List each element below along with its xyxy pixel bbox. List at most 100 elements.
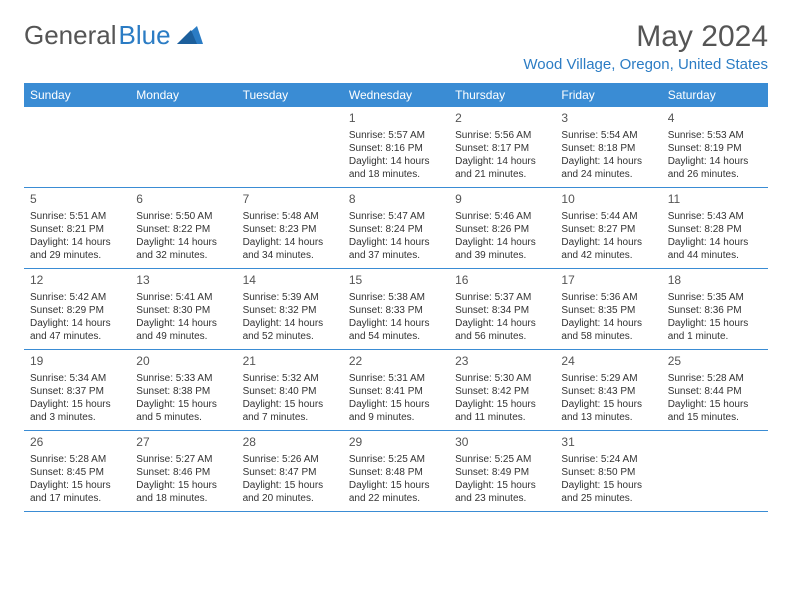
day-info-line: and 37 minutes.	[349, 249, 443, 262]
day-info-line: and 11 minutes.	[455, 411, 549, 424]
day-number: 13	[136, 273, 230, 289]
day-number: 20	[136, 354, 230, 370]
week-row: 5Sunrise: 5:51 AMSunset: 8:21 PMDaylight…	[24, 188, 768, 269]
day-info-line: Sunrise: 5:32 AM	[243, 372, 337, 385]
day-info-line: Sunset: 8:32 PM	[243, 304, 337, 317]
day-number: 24	[561, 354, 655, 370]
day-number: 4	[668, 111, 762, 127]
day-info-line: Sunrise: 5:48 AM	[243, 210, 337, 223]
day-header-cell: Tuesday	[237, 83, 343, 107]
day-cell: 23Sunrise: 5:30 AMSunset: 8:42 PMDayligh…	[449, 350, 555, 430]
day-info-line: Daylight: 14 hours	[136, 317, 230, 330]
day-cell: 18Sunrise: 5:35 AMSunset: 8:36 PMDayligh…	[662, 269, 768, 349]
day-info-line: Sunset: 8:41 PM	[349, 385, 443, 398]
week-row: 19Sunrise: 5:34 AMSunset: 8:37 PMDayligh…	[24, 350, 768, 431]
day-info-line: Daylight: 14 hours	[668, 155, 762, 168]
day-info-line: Sunset: 8:43 PM	[561, 385, 655, 398]
day-info-line: Daylight: 14 hours	[349, 155, 443, 168]
header: GeneralBlue May 2024 Wood Village, Orego…	[24, 20, 768, 73]
day-info-line: Sunset: 8:23 PM	[243, 223, 337, 236]
day-info-line: Sunrise: 5:44 AM	[561, 210, 655, 223]
day-number: 11	[668, 192, 762, 208]
day-info-line: Sunset: 8:19 PM	[668, 142, 762, 155]
day-info-line: Sunset: 8:29 PM	[30, 304, 124, 317]
day-info-line: Sunrise: 5:54 AM	[561, 129, 655, 142]
day-info-line: Daylight: 14 hours	[455, 236, 549, 249]
day-info-line: and 56 minutes.	[455, 330, 549, 343]
week-row: 12Sunrise: 5:42 AMSunset: 8:29 PMDayligh…	[24, 269, 768, 350]
day-info-line: Sunset: 8:49 PM	[455, 466, 549, 479]
day-info-line: and 3 minutes.	[30, 411, 124, 424]
day-info-line: Sunrise: 5:43 AM	[668, 210, 762, 223]
day-info-line: Daylight: 15 hours	[455, 479, 549, 492]
day-cell	[662, 431, 768, 511]
day-header-cell: Monday	[130, 83, 236, 107]
day-info-line: Sunrise: 5:53 AM	[668, 129, 762, 142]
day-info-line: Daylight: 15 hours	[30, 479, 124, 492]
day-cell: 16Sunrise: 5:37 AMSunset: 8:34 PMDayligh…	[449, 269, 555, 349]
day-info-line: Daylight: 14 hours	[30, 236, 124, 249]
day-number: 12	[30, 273, 124, 289]
day-info-line: and 54 minutes.	[349, 330, 443, 343]
day-info-line: Sunset: 8:33 PM	[349, 304, 443, 317]
day-info-line: and 13 minutes.	[561, 411, 655, 424]
day-cell: 22Sunrise: 5:31 AMSunset: 8:41 PMDayligh…	[343, 350, 449, 430]
day-info-line: Sunrise: 5:38 AM	[349, 291, 443, 304]
day-info-line: Sunrise: 5:28 AM	[668, 372, 762, 385]
day-info-line: Sunrise: 5:39 AM	[243, 291, 337, 304]
day-info-line: and 32 minutes.	[136, 249, 230, 262]
day-cell: 28Sunrise: 5:26 AMSunset: 8:47 PMDayligh…	[237, 431, 343, 511]
day-info-line: Sunrise: 5:27 AM	[136, 453, 230, 466]
day-header-cell: Wednesday	[343, 83, 449, 107]
day-cell: 30Sunrise: 5:25 AMSunset: 8:49 PMDayligh…	[449, 431, 555, 511]
day-number: 18	[668, 273, 762, 289]
day-number: 30	[455, 435, 549, 451]
day-cell: 15Sunrise: 5:38 AMSunset: 8:33 PMDayligh…	[343, 269, 449, 349]
day-number: 25	[668, 354, 762, 370]
logo-text-1: General	[24, 20, 117, 51]
day-cell: 1Sunrise: 5:57 AMSunset: 8:16 PMDaylight…	[343, 107, 449, 187]
day-number: 19	[30, 354, 124, 370]
day-info-line: Sunset: 8:30 PM	[136, 304, 230, 317]
day-info-line: Sunrise: 5:29 AM	[561, 372, 655, 385]
day-number: 5	[30, 192, 124, 208]
day-info-line: Daylight: 14 hours	[455, 155, 549, 168]
day-info-line: and 23 minutes.	[455, 492, 549, 505]
day-info-line: Sunrise: 5:26 AM	[243, 453, 337, 466]
day-info-line: Sunset: 8:50 PM	[561, 466, 655, 479]
day-info-line: Sunset: 8:26 PM	[455, 223, 549, 236]
triangle-icon	[177, 20, 203, 51]
day-info-line: and 18 minutes.	[136, 492, 230, 505]
week-row: 26Sunrise: 5:28 AMSunset: 8:45 PMDayligh…	[24, 431, 768, 512]
day-info-line: Sunrise: 5:56 AM	[455, 129, 549, 142]
day-info-line: and 34 minutes.	[243, 249, 337, 262]
day-info-line: Daylight: 15 hours	[30, 398, 124, 411]
day-info-line: and 44 minutes.	[668, 249, 762, 262]
day-info-line: Sunrise: 5:28 AM	[30, 453, 124, 466]
day-cell: 20Sunrise: 5:33 AMSunset: 8:38 PMDayligh…	[130, 350, 236, 430]
day-info-line: and 47 minutes.	[30, 330, 124, 343]
day-cell: 31Sunrise: 5:24 AMSunset: 8:50 PMDayligh…	[555, 431, 661, 511]
day-info-line: Sunrise: 5:51 AM	[30, 210, 124, 223]
day-info-line: and 25 minutes.	[561, 492, 655, 505]
day-info-line: Sunset: 8:16 PM	[349, 142, 443, 155]
day-number: 17	[561, 273, 655, 289]
day-info-line: Daylight: 15 hours	[349, 479, 443, 492]
day-header-cell: Friday	[555, 83, 661, 107]
day-info-line: Daylight: 14 hours	[349, 236, 443, 249]
day-number: 28	[243, 435, 337, 451]
day-info-line: Sunrise: 5:33 AM	[136, 372, 230, 385]
day-number: 16	[455, 273, 549, 289]
day-info-line: and 29 minutes.	[30, 249, 124, 262]
logo-text-2: Blue	[119, 20, 171, 51]
day-header-row: SundayMondayTuesdayWednesdayThursdayFrid…	[24, 83, 768, 107]
day-header-cell: Thursday	[449, 83, 555, 107]
day-info-line: Daylight: 14 hours	[349, 317, 443, 330]
day-info-line: and 22 minutes.	[349, 492, 443, 505]
day-info-line: and 58 minutes.	[561, 330, 655, 343]
day-info-line: Sunrise: 5:46 AM	[455, 210, 549, 223]
day-number: 23	[455, 354, 549, 370]
day-info-line: Daylight: 15 hours	[243, 479, 337, 492]
day-cell: 6Sunrise: 5:50 AMSunset: 8:22 PMDaylight…	[130, 188, 236, 268]
day-info-line: Sunset: 8:22 PM	[136, 223, 230, 236]
